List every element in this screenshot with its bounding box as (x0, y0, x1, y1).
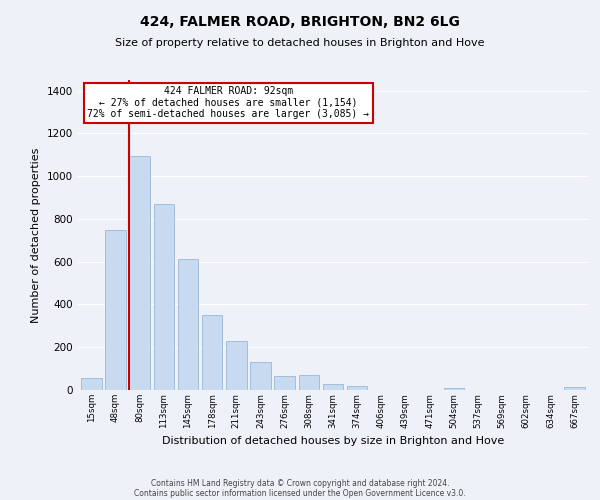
Bar (81, 378, 101, 390)
Text: 424, FALMER ROAD, BRIGHTON, BN2 6LG: 424, FALMER ROAD, BRIGHTON, BN2 6LG (140, 15, 460, 29)
Bar (323, 384, 343, 390)
Text: Size of property relative to detached houses in Brighton and Hove: Size of property relative to detached ho… (115, 38, 485, 48)
Bar (274, 376, 295, 390)
Bar (250, 362, 271, 390)
Bar (226, 342, 247, 390)
Bar (347, 386, 367, 390)
Bar (443, 388, 464, 390)
Bar (565, 388, 585, 390)
Bar (105, 230, 126, 390)
Bar (130, 156, 150, 390)
Bar (178, 258, 198, 390)
Text: 424 FALMER ROAD: 92sqm
← 27% of detached houses are smaller (1,154)
72% of semi-: 424 FALMER ROAD: 92sqm ← 27% of detached… (88, 86, 370, 120)
X-axis label: Distribution of detached houses by size in Brighton and Hove: Distribution of detached houses by size … (162, 436, 504, 446)
Bar (299, 375, 319, 390)
Bar (154, 204, 174, 390)
Text: Contains HM Land Registry data © Crown copyright and database right 2024.: Contains HM Land Registry data © Crown c… (151, 478, 449, 488)
Y-axis label: Number of detached properties: Number of detached properties (31, 148, 41, 322)
Bar (202, 315, 223, 390)
Text: Contains public sector information licensed under the Open Government Licence v3: Contains public sector information licen… (134, 488, 466, 498)
